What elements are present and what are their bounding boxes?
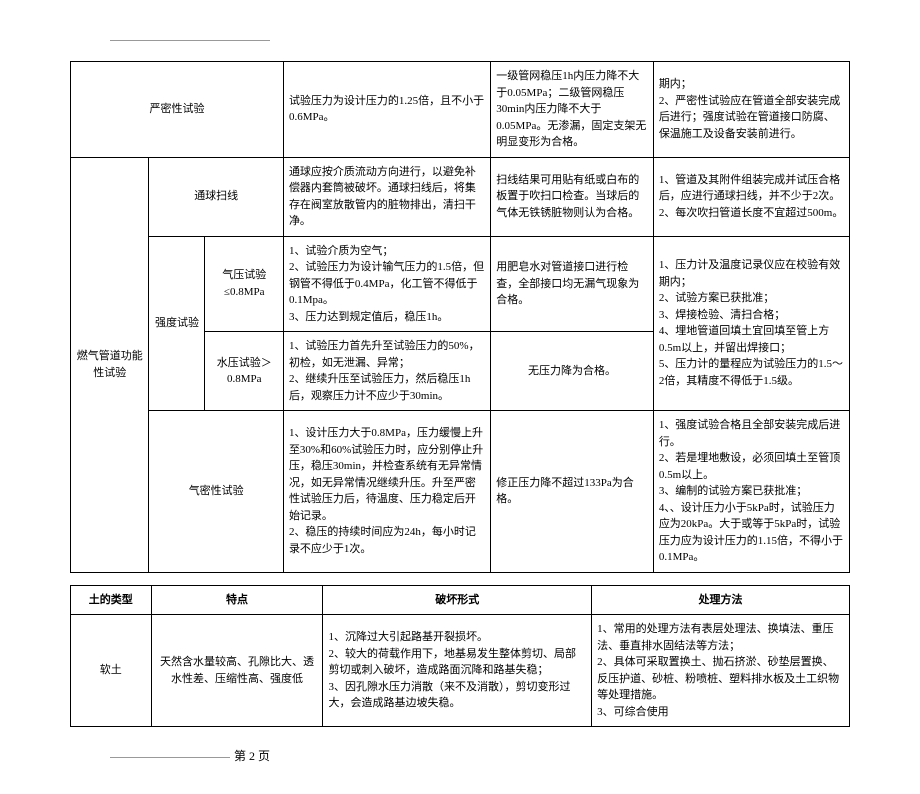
cell-test-type: 通球扫线 bbox=[149, 157, 283, 236]
page-number: 第 2 页 bbox=[234, 749, 270, 763]
cell-characteristics: 天然含水量较高、孔隙比大、透水性差、压缩性高、强度低 bbox=[151, 615, 323, 727]
table-row: 严密性试验 试验压力为设计压力的1.25倍，且不小于0.6MPa。 一级管网稳压… bbox=[71, 62, 850, 158]
column-header: 破坏形式 bbox=[323, 585, 592, 615]
cell-content: 1、设计压力大于0.8MPa，压力缓慢上升至30%和60%试验压力时，应分别停止… bbox=[283, 411, 490, 573]
cell-content: 通球应按介质流动方向进行，以避免补偿器内套筒被破坏。通球扫线后，将集存在阀室放散… bbox=[283, 157, 490, 236]
cell-test-type: 水压试验＞0.8MPa bbox=[205, 332, 283, 411]
header-decor-line bbox=[110, 40, 270, 41]
cell-notes: 期内；2、严密性试验应在管道全部安装完成后进行；强度试验在管道接口防腐、保温施工… bbox=[653, 62, 849, 158]
cell-notes: 1、强度试验合格且全部安装完成后进行。2、若是埋地敷设，必须回填土至管顶0.5m… bbox=[653, 411, 849, 573]
cell-notes: 1、管道及其附件组装完成并试压合格后，应进行通球扫线，并不少于2次。2、每次吹扫… bbox=[653, 157, 849, 236]
column-header: 土的类型 bbox=[71, 585, 152, 615]
column-header: 处理方法 bbox=[592, 585, 850, 615]
cell-criteria: 一级管网稳压1h内压力降不大于0.05MPa；二级管网稳压30min内压力降不大… bbox=[491, 62, 654, 158]
footer-decor-line bbox=[110, 757, 230, 758]
cell-subcategory: 强度试验 bbox=[149, 236, 205, 411]
table-header-row: 土的类型 特点 破坏形式 处理方法 bbox=[71, 585, 850, 615]
cell-notes: 1、压力计及温度记录仪应在校验有效期内；2、试验方案已获批准；3、焊接检验、清扫… bbox=[653, 236, 849, 411]
cell-content: 试验压力为设计压力的1.25倍，且不小于0.6MPa。 bbox=[283, 62, 490, 158]
cell-content: 1、试验压力首先升至试验压力的50%，初检，如无泄漏、异常；2、继续升压至试验压… bbox=[283, 332, 490, 411]
cell-content: 1、试验介质为空气；2、试验压力为设计输气压力的1.5倍，但钢管不得低于0.4M… bbox=[283, 236, 490, 332]
cell-test-type: 严密性试验 bbox=[71, 62, 284, 158]
cell-failure-mode: 1、沉降过大引起路基开裂损坏。2、较大的荷载作用下，地基易发生整体剪切、局部剪切… bbox=[323, 615, 592, 727]
soil-type-table: 土的类型 特点 破坏形式 处理方法 软土 天然含水量较高、孔隙比大、透水性差、压… bbox=[70, 585, 850, 728]
column-header: 特点 bbox=[151, 585, 323, 615]
cell-test-type: 气密性试验 bbox=[149, 411, 283, 573]
table-row: 强度试验 气压试验≤0.8MPa 1、试验介质为空气；2、试验压力为设计输气压力… bbox=[71, 236, 850, 332]
table-row: 气密性试验 1、设计压力大于0.8MPa，压力缓慢上升至30%和60%试验压力时… bbox=[71, 411, 850, 573]
cell-criteria: 用肥皂水对管道接口进行检查，全部接口均无漏气现象为合格。 bbox=[491, 236, 654, 332]
cell-category: 燃气管道功能性试验 bbox=[71, 157, 149, 572]
page-footer: 第 2 页 bbox=[70, 747, 850, 764]
cell-criteria: 扫线结果可用贴有纸或白布的板置于吹扫口检查。当球后的气体无铁锈脏物则认为合格。 bbox=[491, 157, 654, 236]
cell-test-type: 气压试验≤0.8MPa bbox=[205, 236, 283, 332]
table-row: 燃气管道功能性试验 通球扫线 通球应按介质流动方向进行，以避免补偿器内套筒被破坏… bbox=[71, 157, 850, 236]
main-technical-table: 严密性试验 试验压力为设计压力的1.25倍，且不小于0.6MPa。 一级管网稳压… bbox=[70, 61, 850, 573]
table-row: 软土 天然含水量较高、孔隙比大、透水性差、压缩性高、强度低 1、沉降过大引起路基… bbox=[71, 615, 850, 727]
cell-soil-type: 软土 bbox=[71, 615, 152, 727]
cell-criteria: 无压力降为合格。 bbox=[491, 332, 654, 411]
cell-criteria: 修正压力降不超过133Pa为合格。 bbox=[491, 411, 654, 573]
cell-treatment: 1、常用的处理方法有表层处理法、换填法、重压法、垂直排水固结法等方法；2、具体可… bbox=[592, 615, 850, 727]
